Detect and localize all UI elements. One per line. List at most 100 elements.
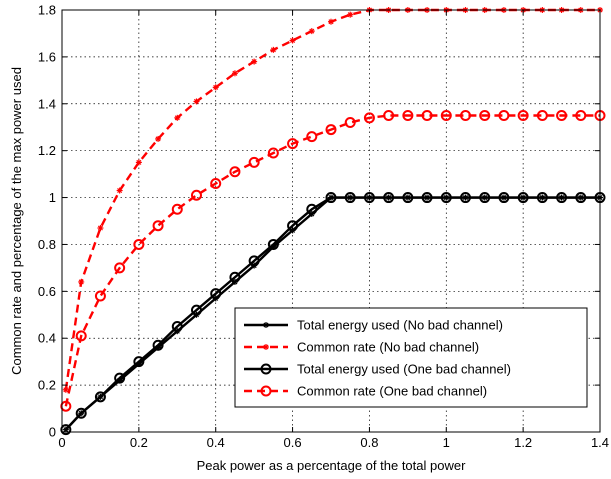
star-marker-stroke xyxy=(309,28,315,34)
star-marker-stroke xyxy=(136,159,142,165)
series-line xyxy=(64,114,600,407)
x-tick-label: 1 xyxy=(443,435,450,450)
circle-marker xyxy=(517,110,529,121)
circle-marker xyxy=(402,110,414,121)
circle-marker xyxy=(344,117,356,129)
star-marker xyxy=(174,114,181,121)
y-axis-ticks: 0 0.2 0.4 0.6 0.8 1 1.2 1.4 1.6 1.8 xyxy=(38,3,600,440)
y-tick-label: 0.4 xyxy=(38,331,56,346)
star-marker xyxy=(328,18,334,25)
legend-box xyxy=(234,307,588,408)
circle-marker xyxy=(383,110,395,121)
circle-marker xyxy=(114,262,126,274)
circle-marker xyxy=(517,192,529,204)
star-marker-stroke xyxy=(78,279,84,285)
circle-marker xyxy=(133,238,145,250)
star-marker xyxy=(270,46,277,53)
y-tick-label: 1.2 xyxy=(38,143,56,158)
y-tick-label: 1 xyxy=(49,190,56,205)
circle-marker xyxy=(94,391,106,403)
circle-marker xyxy=(460,110,471,121)
star-marker-stroke xyxy=(97,225,103,231)
circle-marker xyxy=(498,110,510,121)
circle-marker xyxy=(556,192,568,204)
star-marker-stroke xyxy=(290,37,296,44)
x-tick-label: 0.6 xyxy=(284,435,302,450)
star-marker-stroke xyxy=(263,344,269,350)
x-axis-label: Peak power as a percentage of the total … xyxy=(197,458,467,473)
circle-marker xyxy=(210,288,222,300)
y-tick-label: 1.4 xyxy=(38,96,56,111)
circle-marker xyxy=(325,124,337,136)
circle-marker xyxy=(402,192,414,204)
star-marker xyxy=(62,386,69,393)
star-marker-stroke xyxy=(155,136,161,142)
star-marker xyxy=(116,187,123,194)
circle-marker xyxy=(267,147,279,159)
star-marker xyxy=(193,98,200,105)
star-marker-stroke xyxy=(193,98,200,104)
star-marker-stroke xyxy=(63,387,69,393)
circle-marker xyxy=(152,220,164,232)
x-tick-label: 1.4 xyxy=(591,435,609,450)
y-tick-label: 1.6 xyxy=(38,49,56,64)
legend-entry: Common rate (One bad channel) xyxy=(244,384,487,399)
star-marker xyxy=(231,70,238,77)
circle-marker xyxy=(306,203,318,215)
star-marker-stroke xyxy=(251,59,257,65)
star-marker-stroke xyxy=(174,115,180,121)
circle-marker xyxy=(229,271,241,283)
circle-marker xyxy=(498,192,510,204)
circle-marker xyxy=(248,255,260,267)
circle-marker xyxy=(575,110,587,121)
star-marker xyxy=(78,278,85,285)
circle-marker xyxy=(575,192,587,204)
circle-marker xyxy=(171,321,183,332)
star-marker xyxy=(212,84,219,91)
circle-marker xyxy=(440,110,452,121)
y-tick-label: 1.8 xyxy=(38,3,56,18)
y-tick-label: 0.8 xyxy=(38,237,56,252)
circle-marker xyxy=(191,189,202,201)
circle-marker xyxy=(75,330,87,342)
legend-label: Common rate (No bad channel) xyxy=(297,340,479,355)
star-marker xyxy=(155,135,162,142)
legend-entry: Common rate (No bad channel) xyxy=(244,340,479,355)
circle-marker xyxy=(383,192,395,204)
star-marker xyxy=(263,344,269,350)
series-line xyxy=(64,196,600,431)
x-axis-ticks: 0 0.2 0.4 0.6 0.8 1 1.2 1.4 xyxy=(58,10,609,450)
star-marker-stroke xyxy=(232,70,238,76)
star-marker-stroke xyxy=(270,47,276,53)
circle-marker xyxy=(171,203,183,215)
circle-marker xyxy=(94,290,106,302)
circle-marker xyxy=(287,138,299,150)
star-marker xyxy=(251,58,258,65)
star-marker-stroke xyxy=(328,19,334,25)
circle-marker xyxy=(536,192,548,204)
star-marker xyxy=(347,11,354,18)
y-tick-label: 0.6 xyxy=(38,284,56,299)
y-tick-label: 0.2 xyxy=(38,378,56,393)
circle-marker xyxy=(460,192,471,204)
circle-marker xyxy=(133,356,145,368)
legend-entry: Total energy used (One bad channel) xyxy=(244,362,511,377)
x-tick-label: 0.4 xyxy=(207,435,225,450)
circle-marker xyxy=(556,110,568,121)
circle-marker xyxy=(344,192,356,204)
plot-frame xyxy=(61,9,601,433)
circle-marker xyxy=(60,400,72,412)
legend-label: Total energy used (One bad channel) xyxy=(297,362,511,377)
star-marker-stroke xyxy=(117,187,123,194)
series-3 xyxy=(60,192,606,436)
circle-marker xyxy=(260,385,272,397)
star-marker xyxy=(135,159,142,166)
circle-marker xyxy=(363,192,375,204)
circle-marker xyxy=(114,372,126,384)
circle-marker xyxy=(536,110,548,121)
x-tick-label: 0.8 xyxy=(360,435,378,450)
legend-label: Total energy used (No bad channel) xyxy=(297,318,503,333)
star-marker-stroke xyxy=(213,84,219,90)
star-marker-stroke xyxy=(263,322,269,328)
circle-marker xyxy=(229,166,241,178)
